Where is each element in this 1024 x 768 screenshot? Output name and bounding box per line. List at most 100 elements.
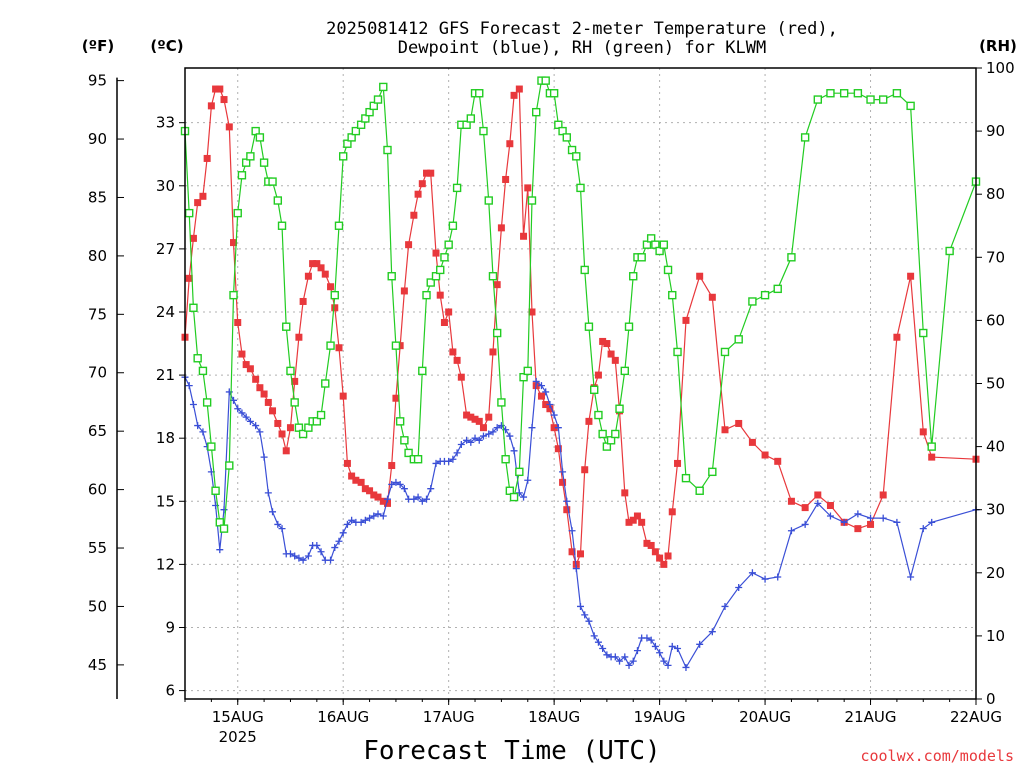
dewpoint-point (220, 506, 228, 514)
rh-point (369, 101, 378, 111)
temperature-point (379, 497, 387, 505)
dewpoint-point (515, 489, 523, 497)
temperature-point (313, 260, 321, 268)
temperature-point (537, 392, 545, 400)
rh-point (298, 429, 308, 439)
dewpoint-point (260, 453, 268, 461)
rh-point (436, 265, 445, 275)
temperature-point (928, 453, 936, 461)
dewpoint-point (331, 544, 339, 552)
temperature-point (366, 487, 374, 495)
rh-point (215, 518, 225, 527)
temperature-point (343, 459, 351, 467)
dewpoint-point (388, 480, 396, 488)
dewpoint-point (449, 455, 457, 463)
dewpoint-point (554, 424, 562, 432)
x-tick-label: 21AUG (845, 708, 897, 726)
x-tick-label: 22AUG (950, 708, 1002, 726)
temperature-point (295, 333, 303, 341)
rh-point (413, 455, 423, 464)
temperature-point (457, 373, 465, 381)
rh-tick-label: 100 (986, 59, 1015, 77)
c-tick-label: 12 (156, 555, 175, 573)
temperature-point (674, 459, 682, 467)
dewpoint-point (840, 518, 848, 526)
temperature-point (577, 550, 584, 558)
rh-point (519, 372, 528, 382)
dewpoint-point (550, 411, 558, 419)
temperature-point (550, 424, 558, 432)
rh-point (611, 429, 620, 439)
dewpoint-point (893, 518, 901, 526)
dewpoint-point (335, 537, 343, 545)
rh-point (549, 89, 559, 98)
rh-point (594, 410, 603, 420)
temperature-point (563, 506, 571, 514)
f-tick-label: 70 (88, 364, 107, 382)
rh-point (624, 322, 634, 331)
rh-point (576, 183, 585, 193)
rh-tick-label: 50 (986, 375, 1005, 393)
temperature-point (321, 270, 329, 278)
temperature-point (524, 184, 532, 192)
temperature-point (432, 249, 440, 257)
rh-tick-label: 0 (986, 690, 996, 708)
dewpoint-point (879, 514, 887, 522)
rh-tick-label: 20 (986, 564, 1005, 582)
dewpoint-point (485, 430, 493, 438)
temperature-point (867, 520, 875, 528)
rh-point (343, 139, 352, 148)
series-temperature (181, 85, 980, 568)
rh-point (426, 278, 435, 287)
dewpoint-point (603, 651, 611, 659)
dewpoint-point (814, 499, 822, 507)
dewpoint-point (594, 638, 602, 646)
temperature-point (291, 377, 299, 385)
temperature-point (317, 264, 325, 272)
rh-point (584, 322, 594, 331)
dewpoint-point (453, 449, 461, 457)
rh-point (509, 492, 519, 502)
series-line-temperature (184, 87, 977, 567)
rh-point (219, 524, 229, 533)
temperature-point (370, 491, 378, 499)
temperature-point (629, 516, 637, 524)
rh-tick-label: 60 (986, 311, 1005, 329)
dewpoint-point (668, 642, 676, 650)
temperature-point (207, 102, 215, 110)
rh-point (878, 95, 888, 104)
rh-point (321, 379, 330, 388)
rh-point (202, 398, 212, 407)
dewpoint-point (542, 388, 550, 396)
dewpoint-point (748, 569, 756, 577)
rh-point (541, 76, 550, 85)
f-tick-label: 80 (88, 247, 107, 265)
c-tick-label: 27 (156, 240, 175, 258)
temperature-point (194, 199, 202, 207)
temperature-point (568, 548, 576, 556)
temperature-point (506, 140, 514, 148)
temperature-point (304, 272, 312, 280)
temperature-point (479, 424, 487, 432)
rh-point (606, 436, 616, 445)
dewpoint-point (286, 550, 294, 558)
rh-point (241, 158, 251, 167)
rh-point (290, 398, 299, 407)
temperature-point (440, 319, 448, 327)
temperature-point (185, 274, 193, 282)
temperature-point (392, 394, 400, 402)
dewpoint-point (611, 653, 619, 661)
temperature-point (559, 478, 567, 486)
rh-point (304, 423, 313, 432)
dewpoint-point (304, 552, 312, 560)
rh-point (294, 423, 304, 432)
c-tick-label: 18 (156, 429, 175, 447)
rh-point (237, 171, 247, 180)
rh-point (383, 145, 392, 155)
c-tick-label: 33 (156, 114, 175, 132)
dewpoint-point (471, 434, 479, 442)
dewpoint-point (656, 649, 664, 657)
rh-tick-label: 10 (986, 627, 1005, 645)
dewpoint-point (357, 518, 365, 526)
temperature-point (735, 419, 743, 427)
